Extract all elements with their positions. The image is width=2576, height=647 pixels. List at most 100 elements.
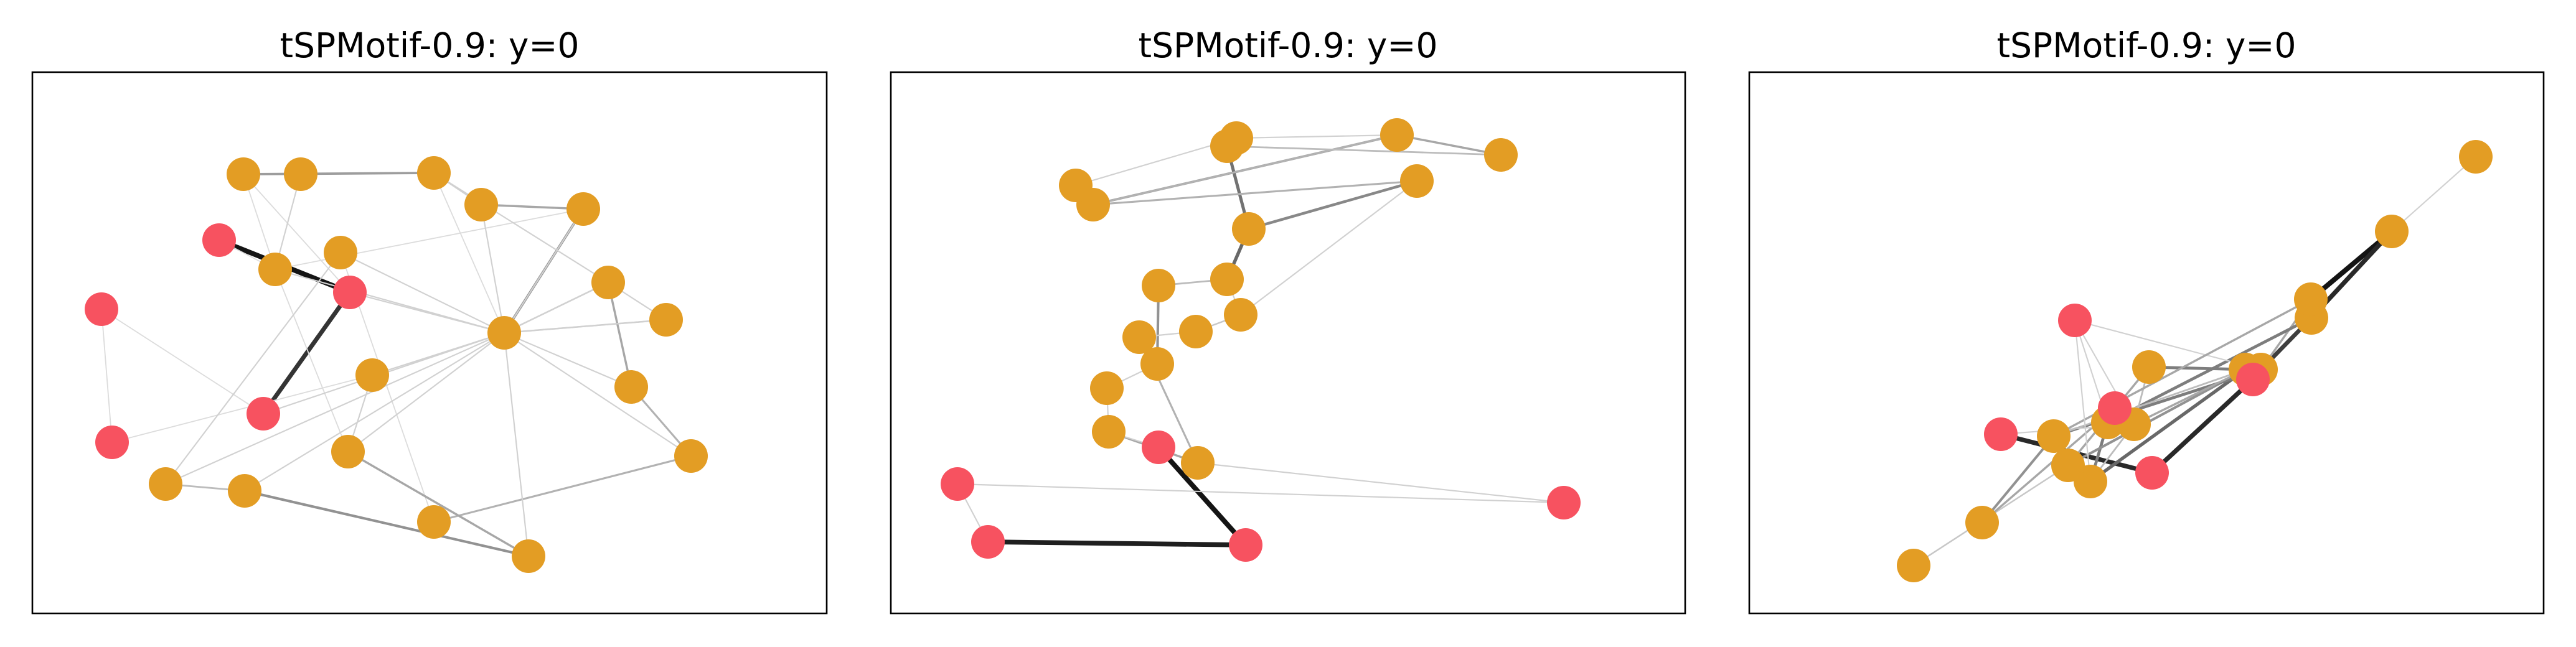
graph-node-red [333, 276, 367, 309]
graph-node-orange [2037, 419, 2071, 453]
graph-node-red [95, 426, 129, 459]
graph-node-orange [1400, 164, 1434, 198]
graph-edge [503, 332, 530, 557]
graph-edge [480, 203, 505, 334]
graph-edge [243, 489, 530, 558]
graph-node-orange [1059, 169, 1093, 202]
graph-edge [1092, 134, 1398, 206]
graph-node-orange [566, 192, 600, 226]
graph-node-orange [1965, 506, 1999, 539]
plot-frame [890, 71, 1686, 615]
panel-title: tSPMotif-0.9: y=0 [1139, 26, 1438, 65]
graph-node-red [2236, 363, 2270, 396]
graph-node-red [85, 292, 118, 326]
graph-node-orange [1090, 371, 1124, 405]
node-layer [85, 156, 708, 573]
graph-node-orange [284, 157, 317, 191]
graph-edge [347, 332, 505, 453]
graph-edge [503, 332, 692, 457]
graph-node-orange [355, 358, 389, 392]
graph-edge [164, 332, 505, 485]
panel-title: tSPMotif-0.9: y=0 [280, 26, 580, 65]
graph-edge [275, 269, 349, 452]
graph-node-red [941, 467, 974, 501]
graph-node-orange [2375, 215, 2409, 248]
panel-3: tSPMotif-0.9: y=0 [1748, 26, 2545, 615]
graph-edge [101, 309, 113, 443]
graph-node-orange [1210, 129, 1244, 163]
graph-node-orange [258, 253, 292, 286]
graph-edge [1156, 445, 1248, 547]
graph-edge [1074, 137, 1238, 187]
graph-edge [2074, 319, 2092, 483]
graph-edge [164, 251, 342, 485]
graph-node-red [247, 397, 280, 431]
plot-frame [1748, 71, 2545, 615]
graph-node-red [2058, 304, 2092, 337]
graph-edge [1396, 134, 1502, 156]
graph-node-orange [1179, 315, 1213, 348]
graph-edge [1196, 462, 1565, 504]
graph-edge [2052, 368, 2247, 437]
node-layer [941, 118, 1581, 562]
graph-node-orange [1092, 415, 1126, 449]
graph-node-orange [2051, 449, 2085, 482]
graph-edge [347, 450, 530, 557]
graph-edge [2150, 377, 2255, 475]
graph-edge [503, 319, 667, 334]
graph-node-red [202, 223, 236, 257]
graph-edge [1226, 145, 1502, 156]
graph-edge [349, 291, 505, 334]
graph-node-orange [649, 303, 683, 337]
node-layer [1897, 140, 2493, 582]
graph-node-red [1547, 486, 1581, 519]
panel-1: tSPMotif-0.9: y=0 [31, 26, 828, 615]
graph-node-orange [1122, 320, 1156, 354]
graph-node-orange [591, 266, 625, 299]
graph-node-orange [417, 156, 451, 190]
graph-edge [1247, 179, 1419, 231]
graph-node-orange [2294, 282, 2328, 316]
graph-node-orange [331, 435, 365, 468]
graph-node-red [2098, 391, 2132, 425]
graph-edge [1092, 180, 1418, 206]
graph-edge [101, 309, 264, 414]
graph-edge [111, 375, 373, 443]
graph-edge [480, 203, 585, 210]
graph-node-orange [487, 316, 521, 350]
graph-node-orange [1897, 549, 1930, 582]
graph-edge [1980, 434, 2056, 524]
edge-layer [101, 172, 692, 558]
graph-node-orange [1224, 298, 1257, 332]
graph-node-orange [417, 505, 451, 539]
graph-edge [503, 332, 632, 388]
graph-node-red [1984, 417, 2018, 451]
graph-node-orange [1232, 212, 1266, 246]
graph-edge [243, 174, 350, 293]
graph-edge [503, 281, 609, 334]
graph-node-orange [512, 539, 545, 573]
graph-node-orange [464, 188, 498, 221]
graph-node-orange [1181, 446, 1215, 480]
graph-edge [2089, 368, 2247, 483]
graph-edge [1239, 180, 1418, 316]
graph-edge [339, 251, 505, 334]
graph-node-orange [1380, 118, 1414, 152]
graph-edge [2133, 368, 2247, 426]
graph-edge [242, 172, 435, 175]
graph-edge [607, 281, 632, 388]
edge-layer [956, 134, 1565, 547]
graph-node-orange [149, 467, 182, 501]
graph-edge [503, 208, 585, 334]
graph-node-orange [324, 236, 357, 269]
graph-edge [433, 455, 692, 523]
graph-node-orange [2459, 140, 2493, 174]
graph-edge [985, 539, 1248, 547]
graph-node-orange [227, 157, 260, 191]
panel-title: tSPMotif-0.9: y=0 [1997, 26, 2296, 65]
graph-edge [2074, 319, 2262, 371]
graph-node-orange [1484, 138, 1518, 172]
graph-node-orange [1210, 263, 1244, 296]
graph-edge [2390, 156, 2477, 233]
